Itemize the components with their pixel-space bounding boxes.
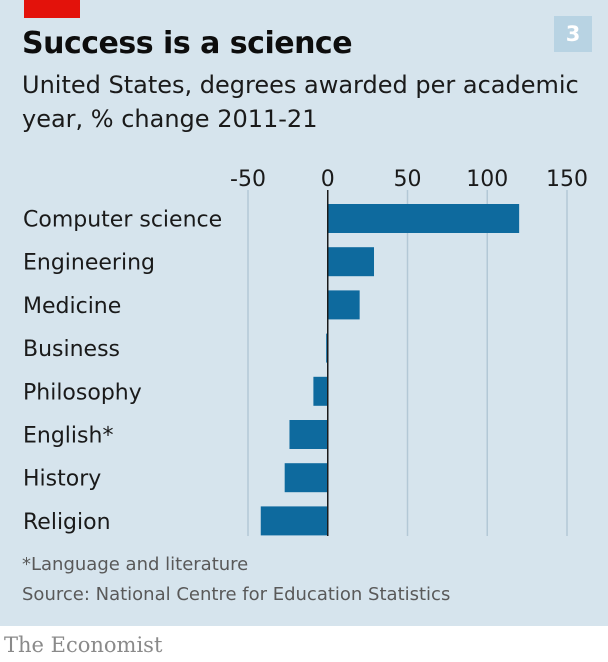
category-label: English*	[23, 424, 113, 449]
bar	[326, 333, 328, 363]
x-tick-label: -50	[230, 167, 266, 192]
bar	[313, 376, 328, 406]
category-label: Religion	[23, 510, 111, 535]
category-label: History	[23, 467, 101, 492]
category-label: Philosophy	[23, 380, 142, 405]
category-label: Computer science	[23, 208, 222, 233]
x-tick-label: 50	[394, 167, 422, 192]
brand-red-tag	[24, 0, 80, 18]
category-label: Medicine	[23, 294, 121, 319]
chart-footnote: *Language and literature	[22, 554, 249, 575]
x-tick-label: 150	[546, 167, 588, 192]
bar	[327, 247, 375, 277]
bar	[289, 420, 328, 449]
economist-logo-text: The Economist	[4, 633, 163, 657]
category-label: Business	[23, 337, 120, 362]
chart-number-badge: 3	[554, 16, 592, 52]
category-label: Engineering	[23, 251, 155, 276]
x-tick-label: 0	[321, 167, 335, 192]
chart-title: Success is a science	[22, 26, 353, 61]
bar	[327, 204, 520, 233]
bar	[260, 506, 328, 536]
chart-subtitle: United States, degrees awarded per acade…	[22, 71, 579, 133]
x-tick-label: 100	[466, 167, 508, 192]
bar	[327, 290, 360, 320]
bar	[284, 463, 328, 493]
chart-source: Source: National Centre for Education St…	[22, 584, 451, 605]
chart-card: Success is a science 3 United States, de…	[0, 0, 608, 626]
bar-chart: -50 0 50 100 150 Computer science Engineering M…	[23, 167, 588, 536]
